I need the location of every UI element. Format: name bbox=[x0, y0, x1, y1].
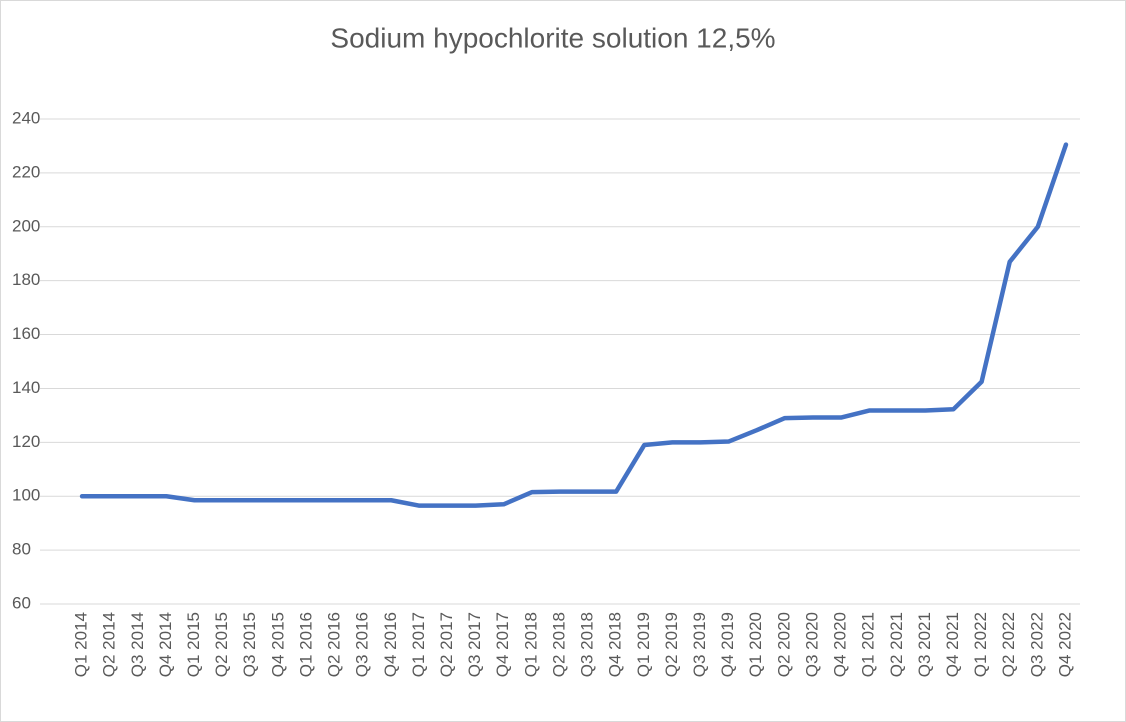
x-tick-label: Q3 2015 bbox=[240, 612, 259, 677]
x-tick-label: Q2 2016 bbox=[325, 612, 344, 677]
x-tick-label: Q2 2015 bbox=[212, 612, 231, 677]
y-tick-label: 160 bbox=[12, 324, 40, 343]
y-tick-label: 100 bbox=[12, 486, 40, 505]
x-tick-label: Q1 2016 bbox=[296, 612, 315, 677]
x-tick-label: Q4 2017 bbox=[493, 612, 512, 677]
x-tick-label: Q1 2018 bbox=[521, 612, 540, 677]
x-tick-label: Q2 2018 bbox=[549, 612, 568, 677]
x-tick-label: Q3 2018 bbox=[578, 612, 597, 677]
x-tick-label: Q1 2021 bbox=[859, 612, 878, 677]
y-tick-label: 80 bbox=[12, 540, 31, 559]
x-tick-label: Q4 2022 bbox=[1055, 612, 1074, 677]
x-tick-label: Q2 2021 bbox=[887, 612, 906, 677]
x-tick-label: Q3 2019 bbox=[690, 612, 709, 677]
x-tick-label: Q1 2022 bbox=[971, 612, 990, 677]
x-tick-label: Q2 2020 bbox=[774, 612, 793, 677]
x-tick-label: Q3 2021 bbox=[915, 612, 934, 677]
y-tick-label: 220 bbox=[12, 162, 40, 181]
x-tick-label: Q1 2019 bbox=[634, 612, 653, 677]
x-tick-label: Q4 2014 bbox=[156, 612, 175, 677]
x-tick-label: Q4 2020 bbox=[831, 612, 850, 677]
x-tick-label: Q4 2016 bbox=[381, 612, 400, 677]
x-tick-label: Q4 2021 bbox=[943, 612, 962, 677]
x-tick-label: Q4 2015 bbox=[268, 612, 287, 677]
x-tick-label: Q4 2019 bbox=[718, 612, 737, 677]
x-tick-label: Q1 2017 bbox=[409, 612, 428, 677]
y-tick-label: 200 bbox=[12, 216, 40, 235]
x-tick-label: Q3 2020 bbox=[802, 612, 821, 677]
y-tick-label: 140 bbox=[12, 378, 40, 397]
x-tick-label: Q2 2014 bbox=[100, 612, 119, 677]
x-tick-label: Q1 2014 bbox=[72, 612, 91, 677]
y-tick-label: 180 bbox=[12, 270, 40, 289]
x-tick-label: Q3 2016 bbox=[353, 612, 372, 677]
x-tick-label: Q3 2014 bbox=[128, 612, 147, 677]
y-tick-label: 240 bbox=[12, 108, 40, 127]
chart-title: Sodium hypochlorite solution 12,5% bbox=[330, 22, 775, 53]
y-tick-label: 60 bbox=[12, 593, 31, 612]
x-tick-label: Q1 2020 bbox=[746, 612, 765, 677]
x-tick-label: Q1 2015 bbox=[184, 612, 203, 677]
data-line bbox=[79, 142, 1069, 508]
x-tick-label: Q3 2017 bbox=[465, 612, 484, 677]
y-tick-label: 120 bbox=[12, 432, 40, 451]
x-tick-label: Q2 2017 bbox=[437, 612, 456, 677]
x-tick-label: Q3 2022 bbox=[1027, 612, 1046, 677]
x-tick-label: Q2 2019 bbox=[662, 612, 681, 677]
x-tick-label: Q2 2022 bbox=[999, 612, 1018, 677]
x-tick-label: Q4 2018 bbox=[606, 612, 625, 677]
